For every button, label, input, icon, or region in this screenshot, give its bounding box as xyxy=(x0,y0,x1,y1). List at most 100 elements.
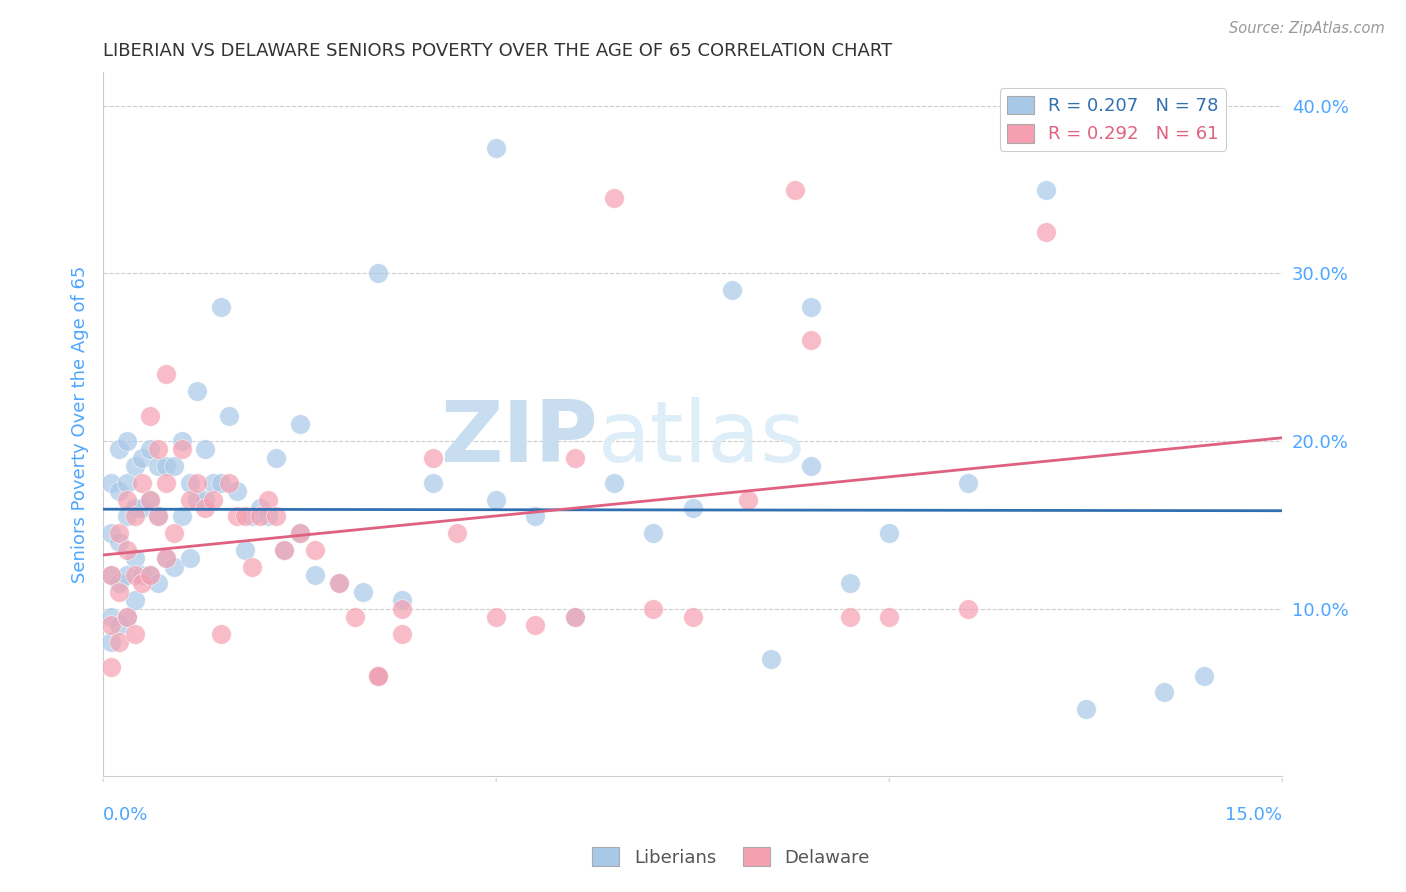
Point xyxy=(288,526,311,541)
Point xyxy=(108,584,131,599)
Point xyxy=(304,568,326,582)
Point xyxy=(170,509,193,524)
Point xyxy=(170,434,193,448)
Point xyxy=(225,484,247,499)
Point xyxy=(288,417,311,432)
Point xyxy=(257,492,280,507)
Point xyxy=(124,593,146,607)
Point xyxy=(179,492,201,507)
Point xyxy=(391,593,413,607)
Point xyxy=(131,450,153,465)
Point xyxy=(233,509,256,524)
Point xyxy=(422,450,444,465)
Point xyxy=(877,610,900,624)
Text: Source: ZipAtlas.com: Source: ZipAtlas.com xyxy=(1229,21,1385,36)
Point xyxy=(249,509,271,524)
Point xyxy=(682,501,704,516)
Point xyxy=(304,542,326,557)
Point xyxy=(155,459,177,474)
Point xyxy=(186,475,208,490)
Point xyxy=(146,442,169,457)
Point xyxy=(115,492,138,507)
Point xyxy=(485,141,508,155)
Point xyxy=(155,551,177,566)
Point xyxy=(115,610,138,624)
Point xyxy=(100,635,122,649)
Point xyxy=(603,475,626,490)
Point xyxy=(737,492,759,507)
Point xyxy=(524,618,547,632)
Point xyxy=(100,660,122,674)
Point xyxy=(115,610,138,624)
Text: 0.0%: 0.0% xyxy=(103,806,149,824)
Point xyxy=(108,442,131,457)
Point xyxy=(1192,668,1215,682)
Point xyxy=(367,668,389,682)
Point xyxy=(124,509,146,524)
Point xyxy=(139,492,162,507)
Point xyxy=(273,542,295,557)
Point xyxy=(202,475,225,490)
Point xyxy=(761,652,783,666)
Point xyxy=(100,568,122,582)
Point xyxy=(131,475,153,490)
Point xyxy=(564,610,586,624)
Point xyxy=(1074,702,1097,716)
Point xyxy=(108,635,131,649)
Point xyxy=(1035,183,1057,197)
Point xyxy=(783,183,806,197)
Point xyxy=(328,576,350,591)
Text: atlas: atlas xyxy=(599,397,807,480)
Point xyxy=(264,450,287,465)
Point xyxy=(124,568,146,582)
Point xyxy=(257,509,280,524)
Point xyxy=(146,509,169,524)
Point xyxy=(115,434,138,448)
Point xyxy=(877,526,900,541)
Point xyxy=(242,509,264,524)
Point xyxy=(343,610,366,624)
Point xyxy=(800,334,823,348)
Point xyxy=(682,610,704,624)
Point xyxy=(108,526,131,541)
Point xyxy=(124,459,146,474)
Point xyxy=(155,475,177,490)
Point xyxy=(124,626,146,640)
Point xyxy=(100,618,122,632)
Point xyxy=(139,442,162,457)
Point xyxy=(194,501,217,516)
Point xyxy=(233,542,256,557)
Point xyxy=(115,509,138,524)
Point xyxy=(108,534,131,549)
Point xyxy=(163,459,186,474)
Point xyxy=(155,367,177,381)
Point xyxy=(391,626,413,640)
Point xyxy=(115,568,138,582)
Legend: Liberians, Delaware: Liberians, Delaware xyxy=(585,840,877,874)
Point xyxy=(225,509,247,524)
Point xyxy=(446,526,468,541)
Point xyxy=(956,475,979,490)
Y-axis label: Seniors Poverty Over the Age of 65: Seniors Poverty Over the Age of 65 xyxy=(72,266,89,583)
Text: ZIP: ZIP xyxy=(440,397,599,480)
Point xyxy=(194,442,217,457)
Point xyxy=(367,668,389,682)
Point xyxy=(643,526,665,541)
Point xyxy=(170,442,193,457)
Point xyxy=(100,568,122,582)
Point xyxy=(242,559,264,574)
Point xyxy=(108,618,131,632)
Point xyxy=(485,492,508,507)
Point xyxy=(485,610,508,624)
Text: 15.0%: 15.0% xyxy=(1225,806,1282,824)
Point xyxy=(202,492,225,507)
Point xyxy=(643,601,665,615)
Point xyxy=(194,492,217,507)
Point xyxy=(139,568,162,582)
Point xyxy=(131,501,153,516)
Point xyxy=(163,559,186,574)
Point xyxy=(391,601,413,615)
Point xyxy=(838,610,860,624)
Point xyxy=(139,492,162,507)
Point xyxy=(367,267,389,281)
